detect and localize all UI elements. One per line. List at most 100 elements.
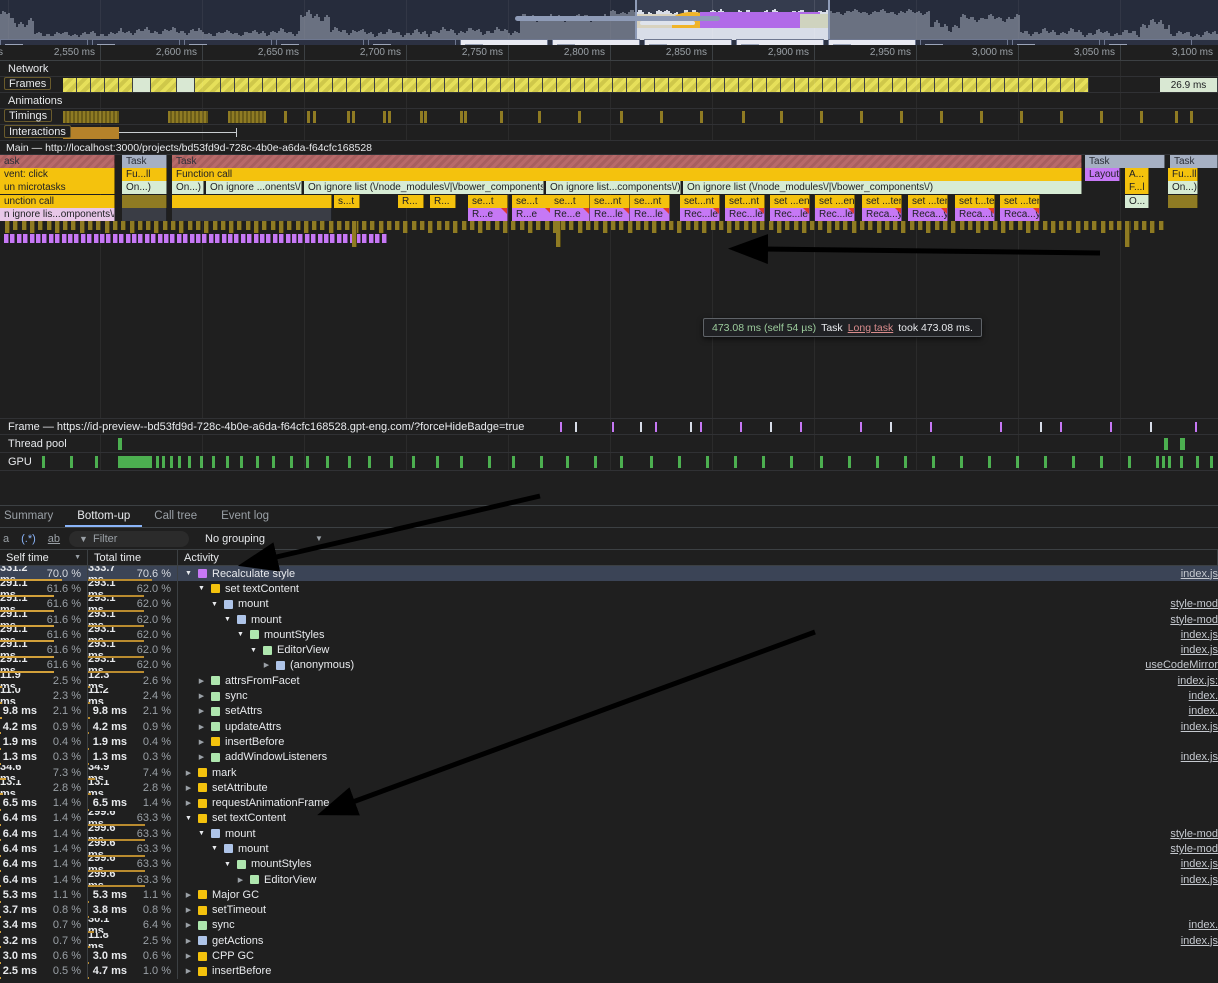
source-link[interactable]: index. [1188, 690, 1218, 703]
cell-activity[interactable]: ▶ getActions index.js [178, 933, 1218, 948]
frame-block[interactable] [865, 78, 879, 92]
frame-block[interactable] [151, 78, 177, 92]
flame-micro-block[interactable] [42, 234, 48, 244]
table-row[interactable]: 6.5 ms 1.4 % 6.5 ms 1.4 % ▶ requestAnimationF… [0, 795, 1218, 811]
table-row[interactable]: 3.0 ms 0.6 % 3.0 ms 0.6 % ▶ CPP GC [0, 948, 1218, 964]
flame-micro-block[interactable] [187, 221, 193, 230]
flame-micro-block[interactable] [868, 221, 874, 230]
timing-mark[interactable] [1190, 111, 1193, 123]
flame-block[interactable]: R...e [512, 207, 552, 221]
flame-block[interactable]: ask [0, 155, 115, 168]
flame-micro-block[interactable] [189, 234, 195, 244]
flame-micro-block[interactable] [652, 221, 658, 233]
timing-mark[interactable] [980, 111, 983, 123]
flame-block[interactable]: R...e [468, 207, 508, 221]
chevron-down-icon[interactable]: ▼ [185, 814, 192, 822]
cell-activity[interactable]: ▼ Recalculate style index.js [178, 566, 1218, 581]
chevron-down-icon[interactable]: ▼ [224, 616, 231, 624]
flame-block[interactable]: vent: click [0, 168, 115, 182]
flame-micro-block[interactable] [976, 221, 982, 233]
timing-mark[interactable] [352, 111, 355, 123]
frame-block[interactable] [921, 78, 935, 92]
source-link[interactable]: style-mod [1170, 842, 1218, 855]
flame-micro-block[interactable] [129, 221, 135, 233]
table-row[interactable]: 9.8 ms 2.1 % 9.8 ms 2.1 % ▶ setAttrs index. [0, 703, 1218, 719]
gpu-block[interactable] [1210, 456, 1213, 468]
chevron-right-icon[interactable]: ▶ [237, 876, 244, 884]
flame-micro-block[interactable] [693, 221, 699, 230]
gpu-block[interactable] [436, 456, 439, 468]
table-row[interactable]: 291.1 ms 61.6 % 293.1 ms 62.0 % ▼ mount style-… [0, 611, 1218, 628]
chevron-right-icon[interactable]: ▶ [198, 723, 205, 731]
flame-micro-block[interactable] [368, 234, 374, 244]
flame-micro-block[interactable] [270, 221, 276, 230]
flame-block[interactable]: Fu...ll [122, 168, 167, 182]
chevron-down-icon[interactable]: ▼ [224, 860, 231, 868]
cell-activity[interactable]: ▶ EditorView index.js [178, 872, 1218, 887]
flame-micro-block[interactable] [279, 234, 285, 244]
chevron-right-icon[interactable]: ▶ [185, 891, 192, 899]
flame-micro-block[interactable] [80, 234, 86, 244]
flame-micro-block[interactable] [287, 221, 293, 230]
flame-micro-block[interactable] [295, 221, 301, 230]
table-row[interactable]: 4.2 ms 0.9 % 4.2 ms 0.9 % ▶ updateAttrs index.… [0, 718, 1218, 735]
cell-activity[interactable]: ▶ sync index. [178, 688, 1218, 703]
flame-micro-block[interactable] [157, 234, 163, 244]
chevron-right-icon[interactable]: ▶ [185, 922, 192, 930]
flame-micro-block[interactable] [196, 234, 201, 244]
source-link[interactable]: useCodeMirror [1145, 659, 1218, 672]
table-row[interactable]: 291.1 ms 61.6 % 293.1 ms 62.0 % ▼ mount style-… [0, 596, 1218, 612]
frame-block[interactable] [907, 78, 921, 92]
frame-block[interactable] [459, 78, 473, 92]
frame-marker[interactable] [655, 422, 657, 432]
chevron-down-icon[interactable]: ▼ [198, 830, 205, 838]
frame-block[interactable] [105, 78, 119, 92]
source-link[interactable]: style-mod [1170, 613, 1218, 626]
timing-mark[interactable] [742, 111, 745, 123]
flame-block[interactable]: Rec...le [725, 207, 765, 221]
frame-marker[interactable] [770, 422, 772, 432]
flame-block[interactable]: unction call [0, 194, 115, 208]
flame-micro-block[interactable] [202, 234, 208, 244]
source-link[interactable]: index.js [1180, 934, 1218, 947]
flame-micro-block[interactable] [669, 221, 674, 230]
flame-block[interactable] [172, 194, 332, 208]
gpu-block[interactable] [1044, 456, 1047, 468]
flame-micro-block[interactable] [237, 221, 243, 230]
frame-marker[interactable] [1040, 422, 1042, 432]
flame-micro-block[interactable] [170, 234, 176, 244]
frame-block[interactable] [697, 78, 711, 92]
flame-micro-block[interactable] [627, 221, 633, 233]
frame-block[interactable] [767, 78, 781, 92]
source-link[interactable]: index.js [1180, 567, 1218, 580]
frame-block[interactable] [431, 78, 445, 92]
flame-micro-block[interactable] [4, 234, 9, 244]
gpu-block[interactable] [1156, 456, 1159, 468]
frame-block[interactable] [585, 78, 599, 92]
gpu-block[interactable] [988, 456, 991, 468]
track-frames[interactable]: 26.9 ms Frames [0, 77, 1218, 93]
table-row[interactable]: 1.9 ms 0.4 % 1.9 ms 0.4 % ▶ insertBefore [0, 734, 1218, 750]
flame-micro-block[interactable] [1034, 221, 1040, 230]
flame-micro-block[interactable] [195, 221, 201, 230]
frame-marker[interactable] [1060, 422, 1062, 432]
frame-block[interactable] [1019, 78, 1033, 92]
flame-micro-block[interactable] [317, 234, 323, 244]
flame-micro-block[interactable] [144, 234, 150, 244]
flame-micro-block[interactable] [311, 234, 317, 244]
frame-block[interactable] [655, 78, 669, 92]
cell-activity[interactable]: ▼ mount style-mod [178, 826, 1218, 841]
flame-micro-block[interactable] [594, 221, 600, 230]
flame-micro-block[interactable] [87, 234, 93, 244]
flame-micro-block[interactable] [63, 221, 69, 230]
gpu-block[interactable] [212, 456, 215, 468]
flame-micro-block[interactable] [375, 234, 381, 244]
flame-block[interactable]: Reca...yle [908, 207, 948, 221]
flame-block[interactable]: Re...le [630, 207, 670, 221]
gpu-block[interactable] [162, 456, 165, 468]
flame-block[interactable]: Re...le [590, 207, 630, 221]
cell-activity[interactable]: ▶ mark [178, 765, 1218, 780]
frame-marker[interactable] [640, 422, 642, 432]
frame-block[interactable] [249, 78, 263, 92]
frame-block[interactable] [445, 78, 459, 92]
